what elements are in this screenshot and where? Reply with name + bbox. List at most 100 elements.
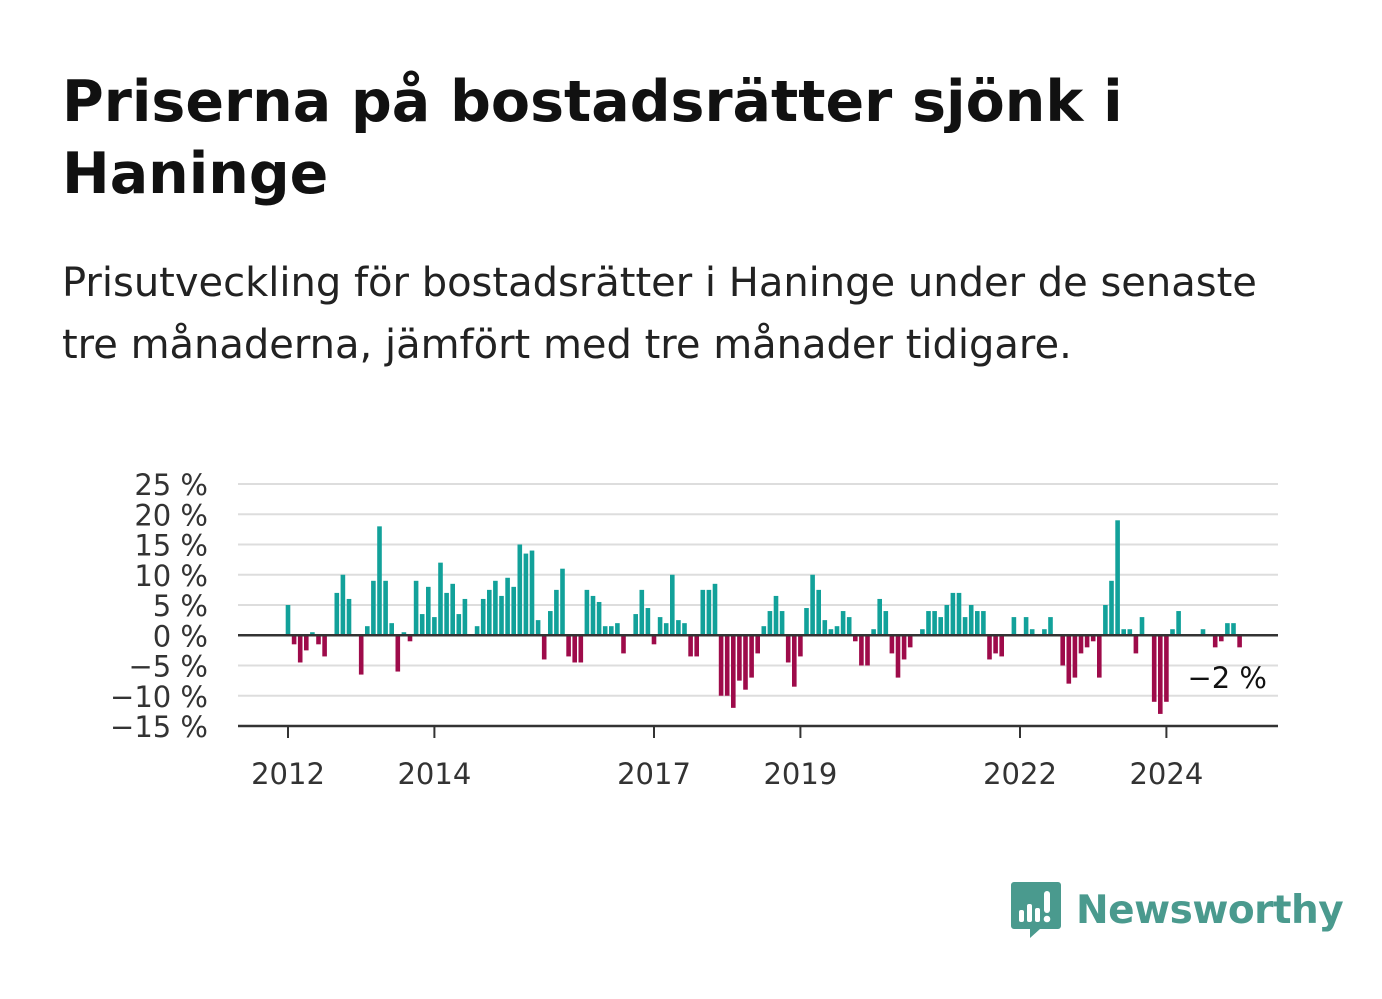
bar (1090, 635, 1096, 642)
bar (462, 598, 468, 636)
bar (792, 635, 797, 687)
last-value-label: −2 % (1187, 661, 1267, 695)
x-tick-label: 2022 (983, 757, 1057, 791)
bar (602, 626, 608, 636)
bar (1060, 635, 1065, 666)
bar (413, 580, 419, 636)
bar (645, 608, 651, 636)
bar (511, 586, 516, 636)
bar (840, 611, 846, 636)
bar (920, 629, 925, 636)
bar (346, 598, 352, 636)
grid-lines (238, 483, 1278, 697)
bar (1011, 617, 1017, 636)
axis-labels: 25 %20 %15 %10 %5 %0 %−5 %−10 %−15 % 2012… (110, 468, 1203, 791)
bar (968, 605, 974, 636)
x-tick-label: 2024 (1129, 757, 1203, 791)
bar (401, 632, 407, 636)
bar (474, 626, 480, 636)
bar (987, 635, 992, 660)
bar (444, 592, 449, 636)
bar (1139, 617, 1145, 636)
bar (340, 574, 346, 636)
bar (1158, 635, 1163, 714)
bar (950, 592, 956, 636)
brand-name: Newsworthy (1076, 887, 1344, 933)
y-tick-label: 15 % (134, 529, 208, 563)
bar (865, 635, 870, 666)
bar (291, 635, 297, 645)
bar (578, 635, 584, 663)
bar (1212, 635, 1218, 648)
bar (859, 635, 864, 666)
bar (676, 620, 681, 636)
bar (621, 635, 626, 654)
bar (1048, 617, 1053, 636)
bar (432, 617, 437, 636)
bar (572, 635, 577, 663)
bar (389, 623, 394, 636)
bar (639, 589, 645, 636)
bar (365, 626, 370, 636)
bar (596, 601, 602, 636)
bar (566, 635, 571, 657)
bar (395, 635, 401, 672)
y-tick-label: 25 % (134, 468, 208, 502)
y-tick-label: 20 % (134, 498, 208, 532)
bar (541, 635, 547, 660)
bar (426, 586, 431, 636)
bar (670, 574, 675, 636)
bar (804, 608, 809, 636)
bar (450, 583, 455, 636)
bar (310, 632, 315, 636)
bar (1170, 629, 1175, 636)
bar (1151, 635, 1157, 702)
bar (1164, 635, 1169, 702)
bar (456, 614, 462, 636)
bar (1042, 629, 1047, 636)
bar (889, 635, 895, 654)
bar (554, 589, 559, 636)
bar (731, 635, 736, 708)
bar (358, 635, 364, 675)
bar (285, 605, 291, 636)
bar (901, 635, 907, 660)
bar (755, 635, 760, 654)
bar (871, 629, 876, 636)
bar (956, 592, 962, 636)
newsworthy-logo-icon (1011, 882, 1061, 938)
bar (743, 635, 748, 690)
bar (1066, 635, 1072, 684)
bar (737, 635, 742, 681)
bar (682, 623, 687, 636)
bar (999, 635, 1004, 657)
bar (383, 580, 388, 636)
bar (712, 583, 718, 636)
bar (609, 626, 614, 636)
bar (316, 635, 321, 645)
bar (480, 598, 486, 636)
bar (932, 611, 937, 636)
bar (523, 553, 529, 636)
bar (700, 589, 706, 636)
bar (1084, 635, 1090, 648)
bar (1097, 635, 1102, 678)
bar (517, 544, 523, 636)
bar (779, 611, 785, 636)
bar (785, 635, 791, 663)
bar (499, 595, 504, 636)
bar (694, 635, 699, 657)
bar (334, 592, 340, 636)
bar (1103, 605, 1108, 636)
axes (238, 634, 1278, 738)
bar (962, 617, 968, 636)
bar (1237, 635, 1242, 648)
bar (1127, 629, 1133, 636)
bar (438, 562, 443, 636)
bar (938, 617, 943, 636)
bar (853, 635, 858, 642)
bar (548, 611, 553, 636)
x-tick-label: 2017 (617, 757, 691, 791)
bar (1176, 611, 1181, 636)
bar (371, 580, 376, 636)
